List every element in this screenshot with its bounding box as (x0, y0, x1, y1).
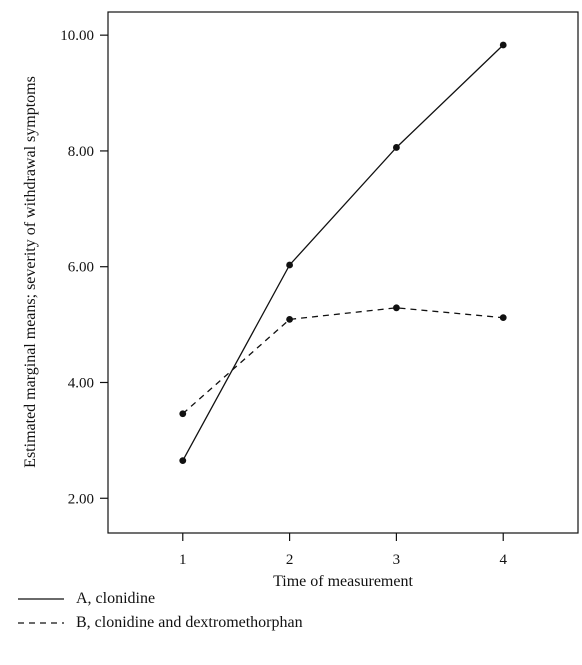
x-tick-label: 2 (286, 552, 294, 568)
y-axis: 2.00 4.00 6.00 8.00 10.00 (60, 28, 108, 507)
data-point-a (393, 144, 400, 151)
y-axis-title: Estimated marginal means; severity of wi… (22, 76, 39, 468)
x-tick-label: 3 (393, 552, 401, 568)
data-point-b (499, 314, 507, 322)
x-tick-label: 4 (499, 552, 507, 568)
plot-frame (107, 11, 579, 534)
series-line-a (182, 44, 504, 461)
data-point-b (286, 315, 293, 323)
x-tick-label: 1 (179, 552, 187, 568)
y-tick-label: 2.00 (68, 491, 94, 507)
legend-item-b: B, clonidine and dextromethorphan (18, 611, 303, 635)
data-point-a (499, 41, 507, 49)
data-point-a (179, 457, 187, 465)
x-axis-title: Time of measurement (273, 573, 413, 590)
x-axis: 1 2 3 4 (179, 533, 507, 568)
series-layer (179, 41, 507, 465)
legend: A, clonidine B, clonidine and dextrometh… (18, 587, 303, 635)
legend-item-a: A, clonidine (18, 587, 303, 611)
y-tick-label: 4.00 (68, 375, 94, 391)
legend-label-b: B, clonidine and dextromethorphan (76, 614, 303, 631)
line-chart: 2.00 4.00 6.00 8.00 10.00 1 2 3 4 Time of measu… (22, 11, 579, 590)
data-point-b (393, 304, 400, 312)
y-tick-label: 10.00 (60, 28, 94, 44)
data-point-b (179, 410, 187, 418)
y-tick-label: 6.00 (68, 260, 94, 276)
series-line-b (182, 307, 504, 415)
legend-solid-line-icon (18, 598, 64, 600)
legend-label-a: A, clonidine (76, 590, 156, 607)
legend-dashed-line-icon (18, 622, 64, 624)
data-point-a (286, 261, 293, 269)
y-tick-label: 8.00 (68, 144, 94, 160)
